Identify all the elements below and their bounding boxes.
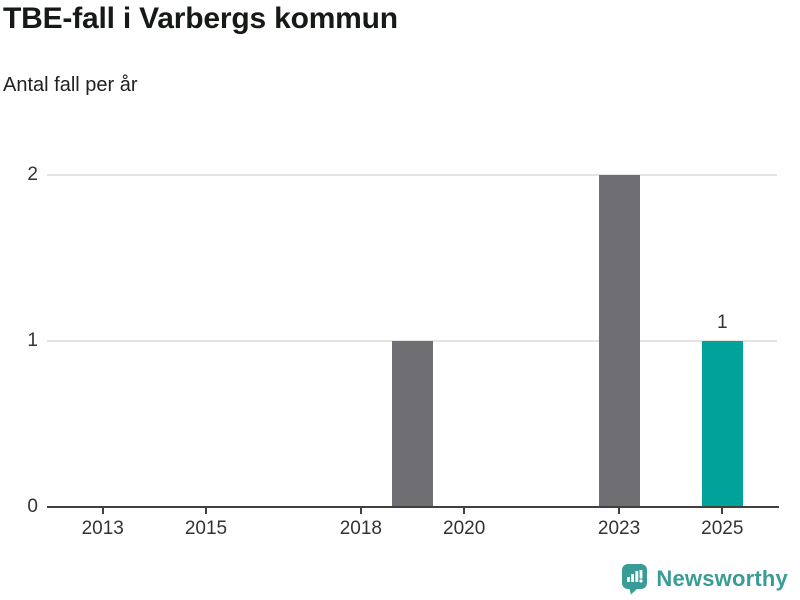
chart-subtitle: Antal fall per år	[3, 74, 138, 96]
x-axis-label-2018: 2018	[339, 518, 383, 539]
chart-title: TBE-fall i Varbergs kommun	[3, 2, 398, 35]
x-tick-2013	[101, 508, 104, 514]
x-tick-2025	[721, 508, 724, 514]
x-axis-line	[47, 506, 779, 508]
x-axis-label-2023: 2023	[597, 518, 641, 539]
bar-2019	[392, 341, 434, 507]
x-axis-label-2020: 2020	[443, 518, 486, 539]
x-tick-2018	[359, 508, 362, 514]
bar-2025	[701, 341, 743, 507]
x-tick-2020	[463, 508, 466, 514]
y-axis-label-0: 0	[27, 496, 38, 517]
x-tick-2023	[618, 508, 621, 514]
x-axis-label-2013: 2013	[81, 518, 124, 539]
newsworthy-logo-link[interactable]: Newsworthy	[621, 562, 788, 596]
y-axis-label-1: 1	[27, 330, 38, 351]
x-tick-2015	[205, 508, 207, 514]
y-axis-label-2: 2	[27, 164, 38, 185]
newsworthy-speech-bubble-bar-chart-icon	[622, 564, 648, 595]
newsworthy-logo-text: Newsworthy	[656, 566, 788, 591]
x-axis-label-2015: 2015	[184, 518, 228, 539]
bar-2023	[598, 175, 640, 507]
bar-value-label-2025: 1	[716, 312, 728, 333]
x-axis-label-2025: 2025	[701, 518, 744, 539]
gridline-y-2	[47, 174, 777, 176]
